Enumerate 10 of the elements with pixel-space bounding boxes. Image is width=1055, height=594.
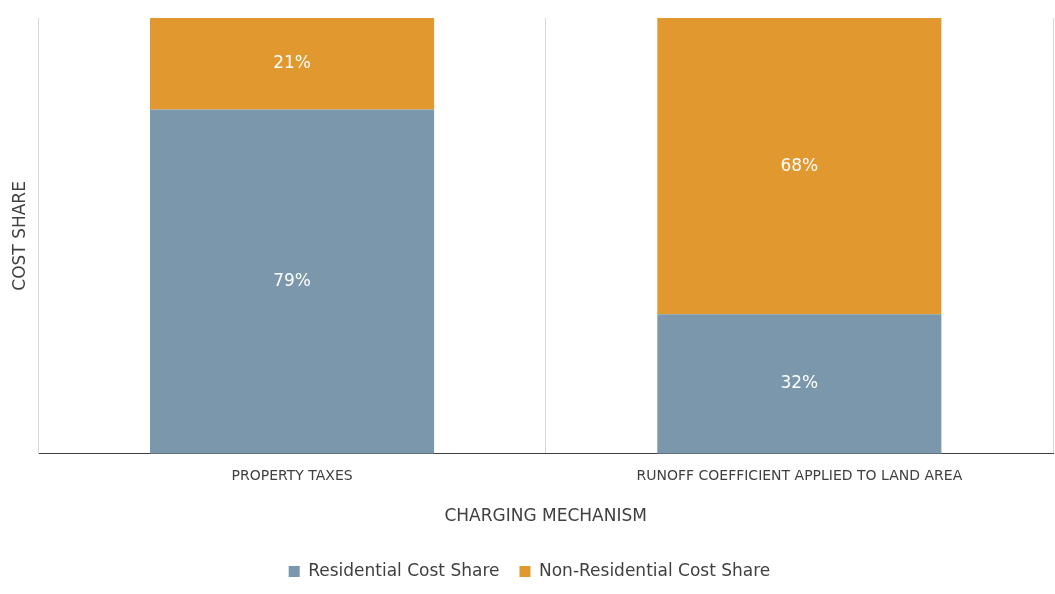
legend-label: Non-Residential Cost Share: [538, 559, 771, 580]
data-label: 32%: [780, 372, 819, 393]
x-axis-title: CHARGING MECHANISM: [444, 505, 647, 526]
y-axis-title: COST SHARE: [8, 181, 29, 291]
x-tick-label: RUNOFF COEFFICIENT APPLIED TO LAND AREA: [636, 466, 963, 483]
x-tick-label: PROPERTY TAXES: [231, 466, 353, 483]
data-label: 21%: [273, 52, 311, 73]
data-label: 68%: [780, 154, 819, 175]
legend-label: Residential Cost Share: [308, 559, 500, 580]
data-label: 79%: [273, 270, 311, 291]
